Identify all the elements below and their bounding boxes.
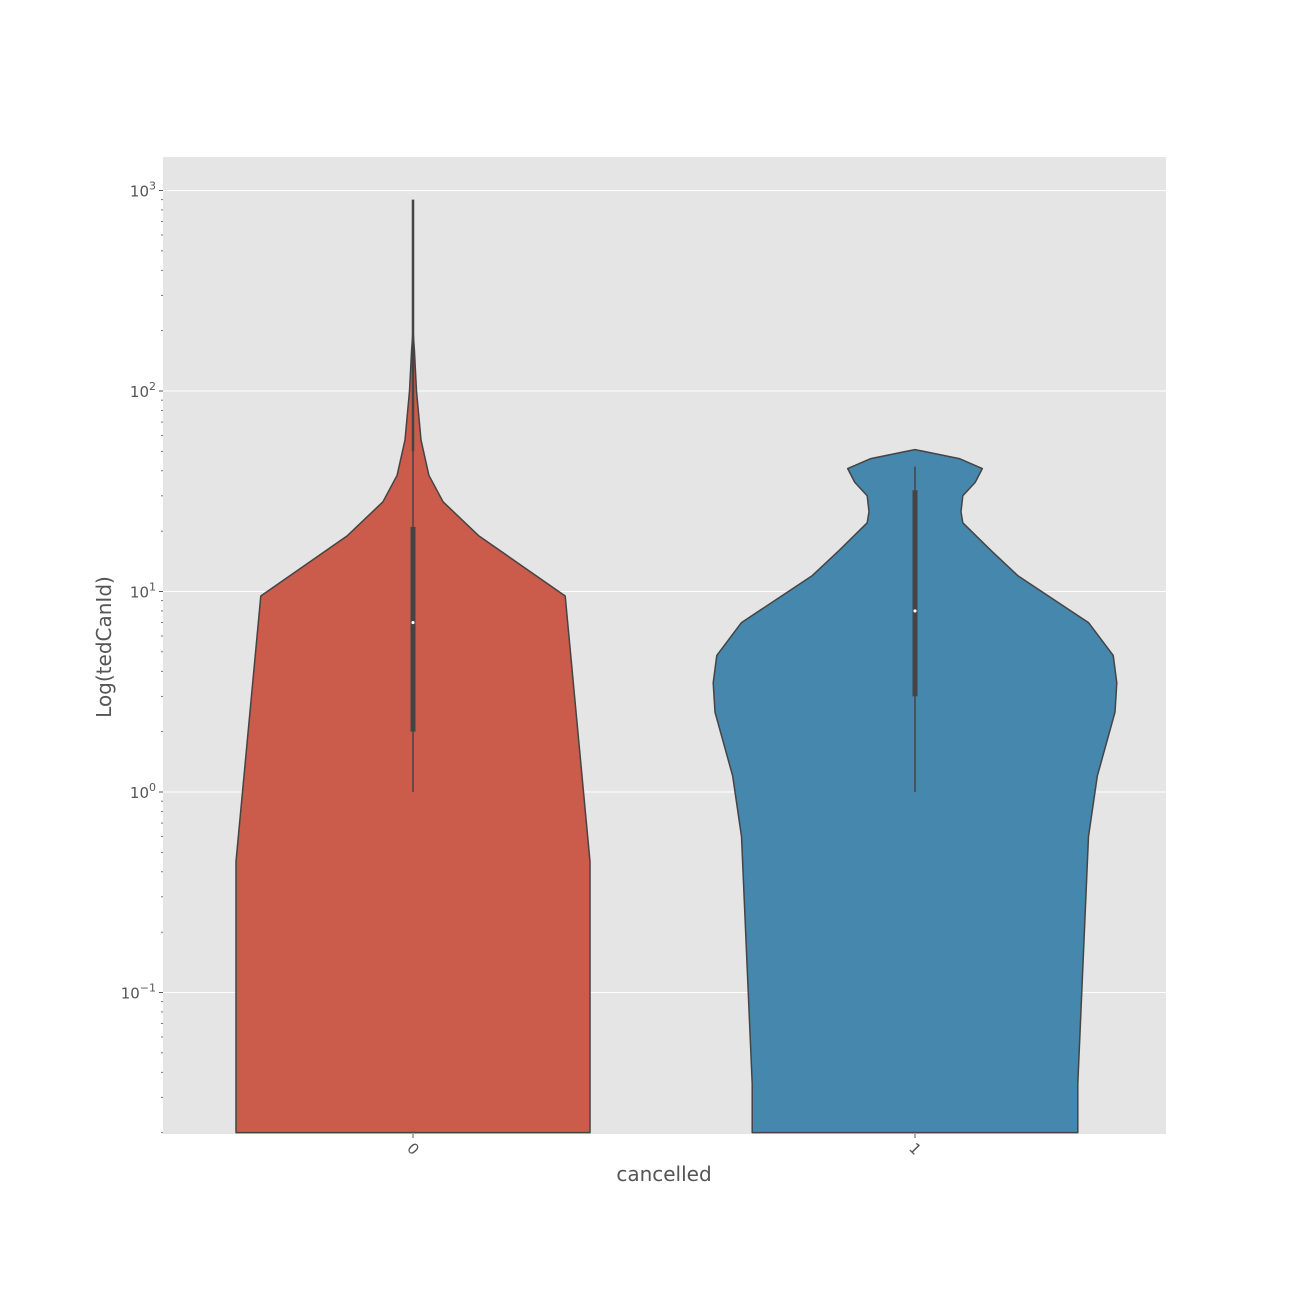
x-axis-label: cancelled xyxy=(616,1162,711,1186)
y-tick-labels: 10−1 100 101 102 103 xyxy=(121,180,163,1003)
y-tick-label: 10−1 xyxy=(121,982,156,1003)
violins xyxy=(235,199,1118,1134)
median-marker xyxy=(411,620,415,625)
minor-ticks xyxy=(161,199,163,1134)
y-tick-label: 102 xyxy=(130,380,156,401)
y-tick-label: 101 xyxy=(130,581,156,602)
y-tick-label: 100 xyxy=(130,781,156,802)
x-tick-label: 0 xyxy=(403,1139,422,1158)
median-marker xyxy=(913,609,917,613)
x-tick-label: 1 xyxy=(905,1139,924,1158)
y-tick-label: 103 xyxy=(130,180,156,201)
iqr-box xyxy=(912,490,918,697)
y-axis-label: Log(tedCanId) xyxy=(92,576,116,718)
iqr-box xyxy=(410,526,416,732)
